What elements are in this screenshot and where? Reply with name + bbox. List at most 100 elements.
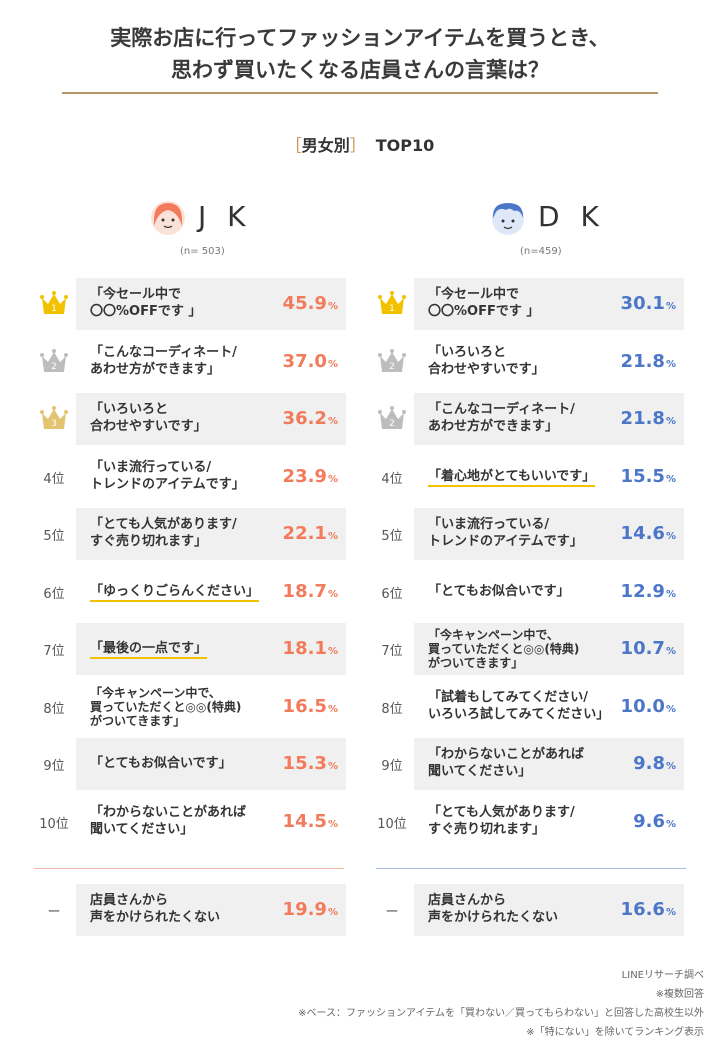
jk-crown-number: 1 [51, 304, 57, 314]
jk-value-number: 36.2 [282, 408, 327, 429]
page-title-line1: 実際お店に行ってファッションアイテムを買うとき、 [110, 26, 610, 50]
dk-value: 14.6% [621, 523, 676, 544]
jk-phrase: 「とても人気があります/ すぐ売り切れます」 [90, 517, 237, 549]
dk-rank-row: 5位 「いま流行っている/ トレンドのアイテムです」 14.6% [370, 508, 690, 560]
jk-row-box: 「ゆっくりごらんください」 18.7% [76, 566, 346, 618]
girl-avatar-icon [151, 201, 185, 235]
dk-row-box: 「今セール中で 〇〇%OFFです 」 30.1% [414, 278, 684, 330]
jk-value-unit: % [327, 646, 338, 657]
jk-value-number: 14.5 [282, 811, 327, 832]
subtitle-text: 男女別 [301, 136, 350, 155]
jk-phrase: 「こんなコーディネート/ あわせ方ができます」 [90, 345, 237, 377]
dk-value-unit: % [665, 646, 676, 657]
jk-row-box: 「とてもお似合いです」 15.3% [76, 738, 346, 790]
jk-crown-icon: 3 [40, 406, 68, 429]
dk-rank: 6位 [381, 586, 403, 602]
jk-value-unit: % [327, 416, 338, 427]
jk-value-number: 18.7 [282, 581, 327, 602]
jk-rank: 4位 [43, 471, 65, 487]
dk-rank: 10位 [377, 816, 407, 832]
dk-value: 16.6% [621, 899, 676, 920]
jk-value: 23.9% [283, 466, 338, 487]
jk-crown-icon: 1 [40, 291, 68, 314]
dk-rank: ー [385, 904, 399, 920]
jk-value: 14.5% [283, 811, 338, 832]
jk-value: 37.0% [283, 351, 338, 372]
jk-value: 22.1% [283, 523, 338, 544]
dk-value: 30.1% [621, 293, 676, 314]
dk-sample-size: (n=459) [520, 246, 562, 257]
jk-crown-icon: 2 [40, 349, 68, 372]
dk-rank: 2 [370, 336, 414, 388]
dk-label: D K [538, 200, 605, 233]
jk-rank-row: 5位 「とても人気があります/ すぐ売り切れます」 22.1% [32, 508, 352, 560]
jk-value-number: 45.9 [282, 293, 327, 314]
jk-rank-row: 9位 「とてもお似合いです」 15.3% [32, 738, 352, 790]
dk-value: 21.8% [621, 408, 676, 429]
jk-label: J K [198, 200, 252, 233]
jk-phrase: 「最後の一点です」 [90, 640, 208, 659]
jk-sample-size: (n= 503) [180, 246, 225, 257]
jk-value: 18.1% [283, 638, 338, 659]
dk-row-box: 「今キャンペーン中で、 買っていただくと◎◎(特典) がついてきます」 10.7% [414, 623, 684, 675]
dk-value: 12.9% [621, 581, 676, 602]
dk-value-unit: % [665, 704, 676, 715]
source-note: LINEリサーチ調べ [621, 970, 704, 981]
dk-row-box: 「試着もしてみてください/ いろいろ試してみてください」 10.0% [414, 681, 684, 733]
dk-value: 15.5% [621, 466, 676, 487]
jk-rank: 2 [32, 336, 76, 388]
dk-value: 21.8% [621, 351, 676, 372]
jk-rank: 9位 [43, 758, 65, 774]
dk-value: 10.0% [621, 696, 676, 717]
jk-rank-row: 7位 「最後の一点です」 18.1% [32, 623, 352, 675]
dk-crown-icon: 1 [378, 291, 406, 314]
dk-value-number: 14.6 [620, 523, 665, 544]
dk-phrase: 「わからないことがあれば 聞いてください」 [428, 747, 585, 779]
dk-phrase: 「こんなコーディネート/ あわせ方ができます」 [428, 402, 575, 434]
dk-value-number: 15.5 [620, 466, 665, 487]
jk-value-unit: % [327, 589, 338, 600]
jk-row-box: 「いろいろと 合わせやすいです」 36.2% [76, 393, 346, 445]
dk-row-box: 「着心地がとてもいいです」 15.5% [414, 451, 684, 503]
jk-row-box: 店員さんから 声をかけられたくない 19.9% [76, 884, 346, 936]
dk-phrase: 「試着もしてみてください/ いろいろ試してみてください」 [428, 690, 610, 722]
dk-phrase: 「とても人気があります/ すぐ売り切れます」 [428, 805, 575, 837]
chart-subtitle: ［男女別］ TOP10 [0, 132, 720, 156]
jk-rank-row: 1 「今セール中で 〇〇%OFFです 」 45.9% [32, 278, 352, 330]
dk-extra-row: ー 店員さんから 声をかけられたくない 16.6% [370, 884, 690, 936]
jk-row-box: 「こんなコーディネート/ あわせ方ができます」 37.0% [76, 336, 346, 388]
dk-rank-row: 6位 「とてもお似合いです」 12.9% [370, 566, 690, 618]
dk-value: 9.6% [633, 811, 676, 832]
dk-row-box: 「いま流行っている/ トレンドのアイテムです」 14.6% [414, 508, 684, 560]
dk-row-box: 「わからないことがあれば 聞いてください」 9.8% [414, 738, 684, 790]
dk-row-box: 「とても人気があります/ すぐ売り切れます」 9.6% [414, 796, 684, 848]
dk-crown-icon: 2 [378, 406, 406, 429]
jk-separator [34, 868, 344, 869]
jk-crown-number: 2 [51, 362, 57, 372]
dk-value: 9.8% [633, 753, 676, 774]
jk-rank: 10位 [39, 816, 69, 832]
jk-rank-row: 10位 「わからないことがあれば 聞いてください」 14.5% [32, 796, 352, 848]
jk-value-unit: % [327, 761, 338, 772]
dk-rank-row: 10位 「とても人気があります/ すぐ売り切れます」 9.6% [370, 796, 690, 848]
dk-separator [376, 868, 686, 869]
jk-rank: ー [47, 904, 61, 920]
jk-value: 19.9% [283, 899, 338, 920]
jk-value-unit: % [327, 907, 338, 918]
jk-extra-row: ー 店員さんから 声をかけられたくない 19.9% [32, 884, 352, 936]
dk-rank: 7位 [381, 643, 403, 659]
jk-phrase: 店員さんから 声をかけられたくない [90, 893, 221, 925]
dk-value-unit: % [665, 359, 676, 370]
dk-rank: 4位 [381, 471, 403, 487]
dk-value-unit: % [665, 819, 676, 830]
jk-value-unit: % [327, 474, 338, 485]
jk-phrase: 「今キャンペーン中で、 買っていただくと◎◎(特典) がついてきます」 [90, 686, 242, 728]
jk-value-number: 18.1 [282, 638, 327, 659]
jk-value: 36.2% [283, 408, 338, 429]
dk-phrase: 「いろいろと 合わせやすいです」 [428, 345, 545, 377]
dk-phrase: 「着心地がとてもいいです」 [428, 468, 596, 487]
jk-phrase: 「今セール中で 〇〇%OFFです 」 [90, 287, 202, 319]
multiple-answer-note: ※複数回答 [655, 989, 704, 1000]
dk-rank-row: 2 「いろいろと 合わせやすいです」 21.8% [370, 336, 690, 388]
dk-phrase: 店員さんから 声をかけられたくない [428, 893, 559, 925]
